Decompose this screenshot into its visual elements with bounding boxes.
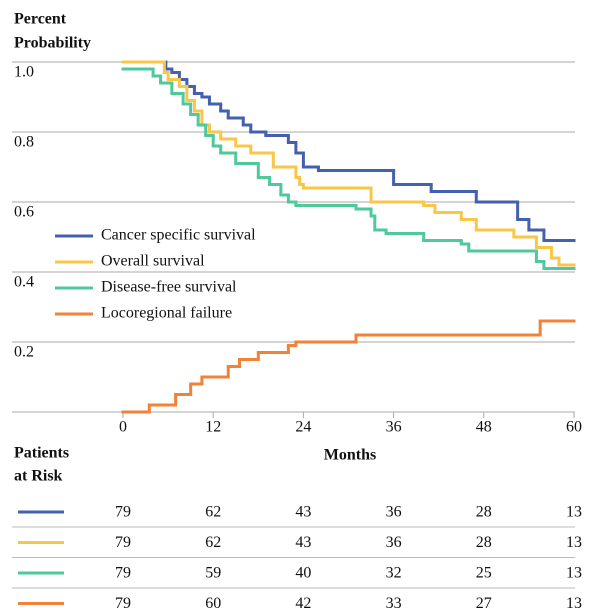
risk-count: 43 bbox=[295, 504, 311, 521]
legend-label: Disease-free survival bbox=[101, 279, 237, 296]
risk-count: 36 bbox=[386, 534, 402, 551]
legend-label: Overall survival bbox=[101, 253, 205, 270]
y-tick-label: 1.0 bbox=[14, 64, 34, 81]
x-tick-label: 12 bbox=[205, 419, 221, 436]
risk-count: 79 bbox=[115, 595, 131, 608]
risk-count: 36 bbox=[386, 504, 402, 521]
risk-count: 60 bbox=[205, 595, 221, 608]
risk-count: 33 bbox=[386, 595, 402, 608]
risk-count: 28 bbox=[476, 534, 492, 551]
y-tick-label: 0.2 bbox=[14, 344, 34, 361]
risk-count: 62 bbox=[205, 534, 221, 551]
risk-count: 13 bbox=[566, 595, 582, 608]
risk-count: 32 bbox=[386, 565, 402, 582]
risk-title: Patients bbox=[14, 445, 69, 462]
risk-count: 27 bbox=[476, 595, 492, 608]
risk-count: 43 bbox=[295, 534, 311, 551]
x-tick-label: 60 bbox=[566, 419, 582, 436]
step-riser bbox=[147, 321, 542, 412]
risk-count: 79 bbox=[115, 534, 131, 551]
risk-count: 62 bbox=[205, 504, 221, 521]
risk-count: 59 bbox=[205, 565, 221, 582]
x-axis-label: Months bbox=[324, 447, 376, 464]
risk-count: 42 bbox=[295, 595, 311, 608]
risk-count: 25 bbox=[476, 565, 492, 582]
risk-title: at Risk bbox=[14, 468, 63, 485]
x-tick-label: 0 bbox=[119, 419, 127, 436]
y-tick-label: 0.8 bbox=[14, 134, 34, 151]
y-tick-label: 0.4 bbox=[14, 274, 34, 291]
y-tick-label: 0.6 bbox=[14, 204, 34, 221]
risk-count: 13 bbox=[566, 565, 582, 582]
risk-count: 40 bbox=[295, 565, 311, 582]
risk-count: 13 bbox=[566, 534, 582, 551]
step-riser bbox=[162, 62, 561, 265]
x-tick-label: 48 bbox=[476, 419, 492, 436]
risk-count: 13 bbox=[566, 504, 582, 521]
legend-label: Locoregional failure bbox=[101, 305, 232, 322]
risk-count: 79 bbox=[115, 565, 131, 582]
y-axis-label: Percent bbox=[14, 11, 67, 28]
risk-count: 79 bbox=[115, 504, 131, 521]
step-riser bbox=[151, 69, 546, 269]
x-tick-label: 24 bbox=[295, 419, 311, 436]
step-riser bbox=[164, 62, 546, 241]
y-axis-label: Probability bbox=[14, 35, 91, 52]
risk-count: 28 bbox=[476, 504, 492, 521]
legend-label: Cancer specific survival bbox=[101, 227, 256, 244]
x-tick-label: 36 bbox=[386, 419, 402, 436]
